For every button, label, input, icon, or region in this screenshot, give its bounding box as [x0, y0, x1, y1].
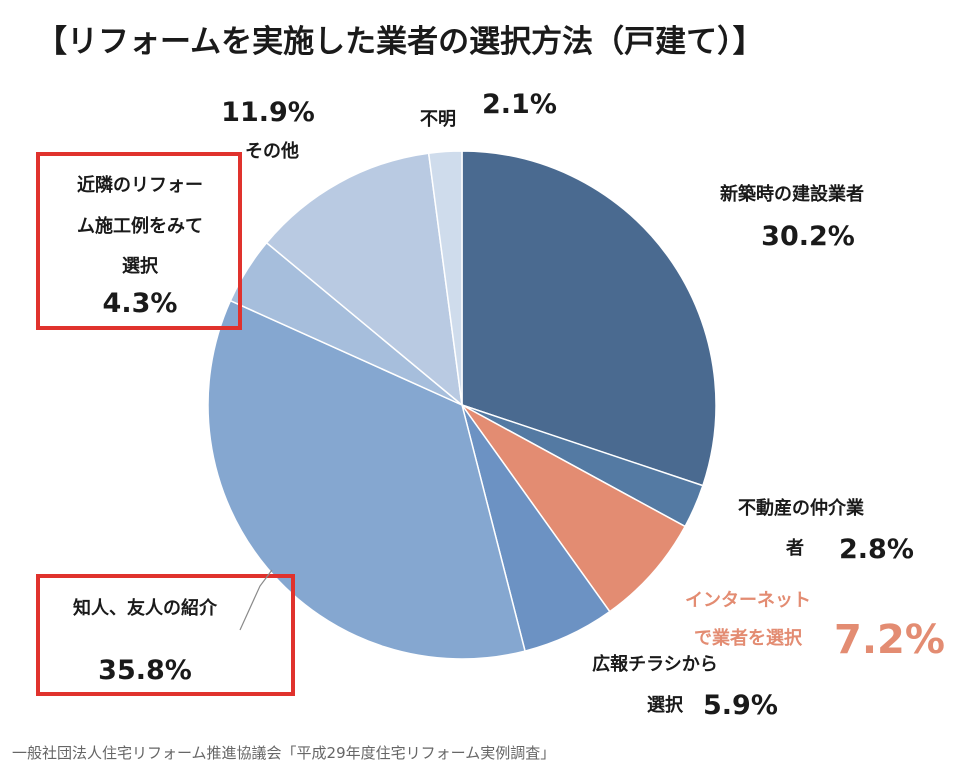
- pie-slice-7: [427, 150, 463, 406]
- highlight-box-4: [36, 574, 295, 696]
- pie-slice-2: [461, 404, 687, 613]
- slice-label-3-line-0: 広報チラシから: [592, 653, 718, 675]
- slice-value-0: 30.2%: [761, 221, 855, 252]
- slice-value-5: 4.3%: [103, 288, 178, 319]
- pie-slice-4: [207, 299, 526, 660]
- slice-label-7-line-0: 不明: [420, 109, 456, 130]
- pie-slice-0: [461, 150, 717, 487]
- slice-label-4-line-0: 知人、友人の紹介: [73, 597, 218, 619]
- slice-label-6-line-0: その他: [245, 140, 299, 162]
- slice-label-5-line-0: 近隣のリフォー: [77, 174, 203, 196]
- pie-slices: [207, 150, 717, 660]
- leader-line-4: [239, 569, 273, 631]
- slice-label-5-line-2: 選択: [122, 256, 159, 277]
- slice-label-2-line-0: インターネット: [685, 590, 811, 611]
- slice-label-5-line-1: ム施工例をみて: [77, 215, 203, 237]
- slice-value-3: 5.9%: [703, 690, 778, 721]
- slice-value-1: 2.8%: [839, 534, 914, 565]
- slice-value-7: 2.1%: [482, 89, 557, 120]
- source-caption: 一般社団法人住宅リフォーム推進協議会「平成29年度住宅リフォーム実例調査」: [12, 744, 555, 762]
- slice-value-6: 11.9%: [221, 97, 315, 128]
- slice-label-1-line-1: 者: [785, 538, 804, 559]
- slice-label-0-line-0: 新築時の建設業者: [720, 183, 864, 205]
- chart-title: 【リフォームを実施した業者の選択方法（戸建て）】: [36, 24, 764, 60]
- pie-slice-6: [265, 152, 463, 407]
- slice-value-4: 35.8%: [98, 655, 192, 686]
- slice-label-2-line-1: で業者を選択: [694, 627, 803, 649]
- slice-value-2: 7.2%: [834, 617, 945, 663]
- slice-label-1-line-0: 不動産の仲介業: [738, 497, 865, 519]
- slice-label-3-line-1: 選択: [647, 695, 684, 716]
- highlight-box-5: [36, 152, 242, 330]
